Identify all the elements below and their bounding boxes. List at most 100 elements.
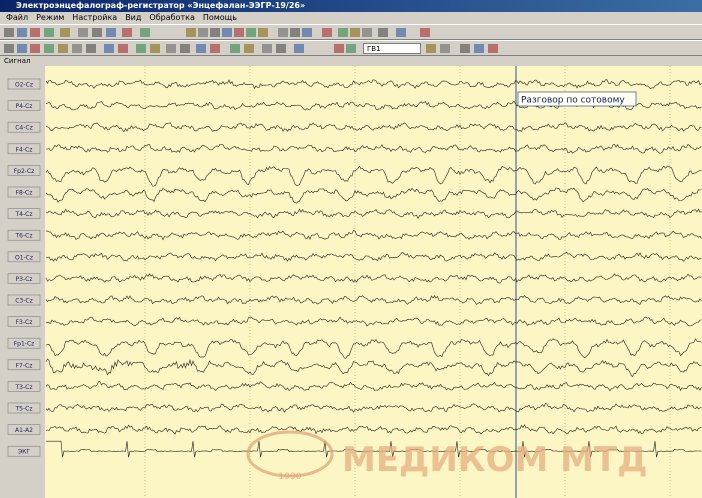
- toolbar-button[interactable]: [378, 28, 388, 37]
- toolbar-button[interactable]: [136, 44, 146, 53]
- toolbar-button[interactable]: [246, 28, 256, 37]
- channel-button[interactable]: [7, 78, 41, 90]
- channel-label: F4-Cz: [16, 146, 33, 153]
- eeg-trace: [45, 251, 702, 262]
- toolbar-button[interactable]: [58, 44, 68, 53]
- toolbar-button[interactable]: [17, 44, 27, 53]
- toolbar-button[interactable]: [17, 28, 27, 37]
- toolbar-button[interactable]: [322, 28, 332, 37]
- toolbar-button[interactable]: [290, 28, 300, 37]
- toolbar-button[interactable]: [234, 28, 244, 37]
- toolbar-button[interactable]: [118, 44, 128, 53]
- channel-button[interactable]: [7, 402, 41, 414]
- channel-button[interactable]: [7, 445, 41, 457]
- channel-label: T5-Cz: [15, 406, 33, 413]
- toolbar-button[interactable]: [196, 44, 206, 53]
- toolbar-button[interactable]: [78, 28, 88, 37]
- toolbar-button[interactable]: [346, 44, 356, 53]
- toolbar-button[interactable]: [244, 44, 254, 53]
- watermark-logo: [246, 430, 334, 478]
- channel-label: O2-Cz: [15, 82, 33, 89]
- toolbar-button[interactable]: [210, 44, 220, 53]
- eeg-panel: O2-Cz P4-Cz C4-Cz F4-Cz Fp2-Cz F8-Cz T4-Cz T6-C…: [7, 66, 702, 498]
- toolbar-button[interactable]: [258, 28, 268, 37]
- toolbar-button[interactable]: [198, 28, 208, 37]
- eeg-trace: [45, 358, 702, 378]
- toolbar-button[interactable]: [488, 44, 498, 53]
- channel-button[interactable]: [7, 121, 41, 133]
- channel-button[interactable]: [7, 359, 41, 371]
- channel-button[interactable]: [7, 251, 41, 263]
- toolbar-button[interactable]: [262, 44, 272, 53]
- toolbar-button[interactable]: [104, 44, 114, 53]
- eeg-trace: [46, 440, 702, 458]
- channel-label: Fp1-Cz: [14, 341, 35, 348]
- toolbar-button[interactable]: [334, 44, 344, 53]
- menu-item[interactable]: Настройка: [72, 13, 118, 22]
- menu-item[interactable]: Режим: [36, 13, 65, 22]
- eeg-trace: [45, 187, 702, 204]
- toolbar-button[interactable]: [294, 44, 304, 53]
- toolbar-button[interactable]: [440, 44, 450, 53]
- toolbar-button[interactable]: [44, 28, 54, 37]
- channel-button[interactable]: [7, 208, 41, 219]
- channel-label: ЭКГ: [18, 449, 30, 456]
- channel-button[interactable]: [7, 424, 41, 435]
- toolbar-button[interactable]: [140, 28, 150, 37]
- toolbar-button[interactable]: [186, 28, 196, 37]
- menu-item[interactable]: Обработка: [149, 13, 195, 22]
- channel-button[interactable]: [7, 186, 41, 198]
- toolbar-button[interactable]: [4, 28, 14, 37]
- toolbar-button[interactable]: [72, 44, 82, 53]
- toolbar-button[interactable]: [4, 44, 14, 53]
- toolbar-button[interactable]: [122, 28, 132, 37]
- channel-button[interactable]: [7, 143, 41, 155]
- channel-button[interactable]: [7, 316, 41, 327]
- toolbar-button[interactable]: [474, 44, 484, 53]
- toolbar-button[interactable]: [276, 44, 286, 53]
- channel-button[interactable]: [7, 100, 41, 111]
- toolbar-button[interactable]: [278, 28, 288, 37]
- channel-button[interactable]: [7, 294, 41, 306]
- toolbar-button[interactable]: [60, 28, 70, 37]
- channel-button[interactable]: [7, 381, 41, 392]
- toolbar-button[interactable]: [106, 28, 116, 37]
- toolbar-button[interactable]: [30, 44, 40, 53]
- montage-combo[interactable]: ГВ1: [363, 43, 421, 54]
- toolbar-button[interactable]: [150, 44, 160, 53]
- channel-label: C4-Cz: [15, 125, 33, 132]
- eeg-trace: [45, 424, 702, 435]
- toolbar-button[interactable]: [426, 44, 436, 53]
- toolbar-button[interactable]: [420, 28, 430, 37]
- channel-button[interactable]: [7, 273, 41, 284]
- toolbar-button[interactable]: [180, 44, 190, 53]
- menu-item[interactable]: Файл: [6, 13, 29, 22]
- toolbar-button[interactable]: [396, 28, 406, 37]
- eeg-trace: [45, 295, 702, 305]
- eeg-trace: [45, 316, 702, 327]
- toolbar-button[interactable]: [86, 44, 96, 53]
- toolbar-button[interactable]: [210, 28, 220, 37]
- menu-item[interactable]: Помощь: [202, 13, 237, 22]
- toolbar-button[interactable]: [350, 28, 360, 37]
- toolbar-button[interactable]: [166, 44, 176, 53]
- title-bar: Электроэнцефалограф-регистратор «Энцефал…: [0, 0, 702, 12]
- toolbar-button[interactable]: [222, 28, 232, 37]
- toolbar-button[interactable]: [92, 28, 102, 37]
- toolbar-button[interactable]: [30, 28, 40, 37]
- eeg-trace: [45, 402, 702, 413]
- toolbar-button[interactable]: [460, 44, 470, 53]
- channel-button[interactable]: [7, 337, 41, 349]
- watermark-brand: МЕДИКОМ МТД: [342, 440, 647, 480]
- channel-label: F7-Cz: [16, 362, 33, 369]
- toolbar-button[interactable]: [362, 28, 372, 37]
- channel-button[interactable]: [7, 229, 41, 241]
- eeg-trace: [45, 381, 702, 392]
- toolbar-button[interactable]: [230, 44, 240, 53]
- channel-button[interactable]: [7, 165, 41, 176]
- toolbar-button[interactable]: [44, 44, 54, 53]
- toolbar-button[interactable]: [302, 28, 312, 37]
- menu-item[interactable]: Вид: [125, 13, 142, 22]
- toolbar-button[interactable]: [338, 28, 348, 37]
